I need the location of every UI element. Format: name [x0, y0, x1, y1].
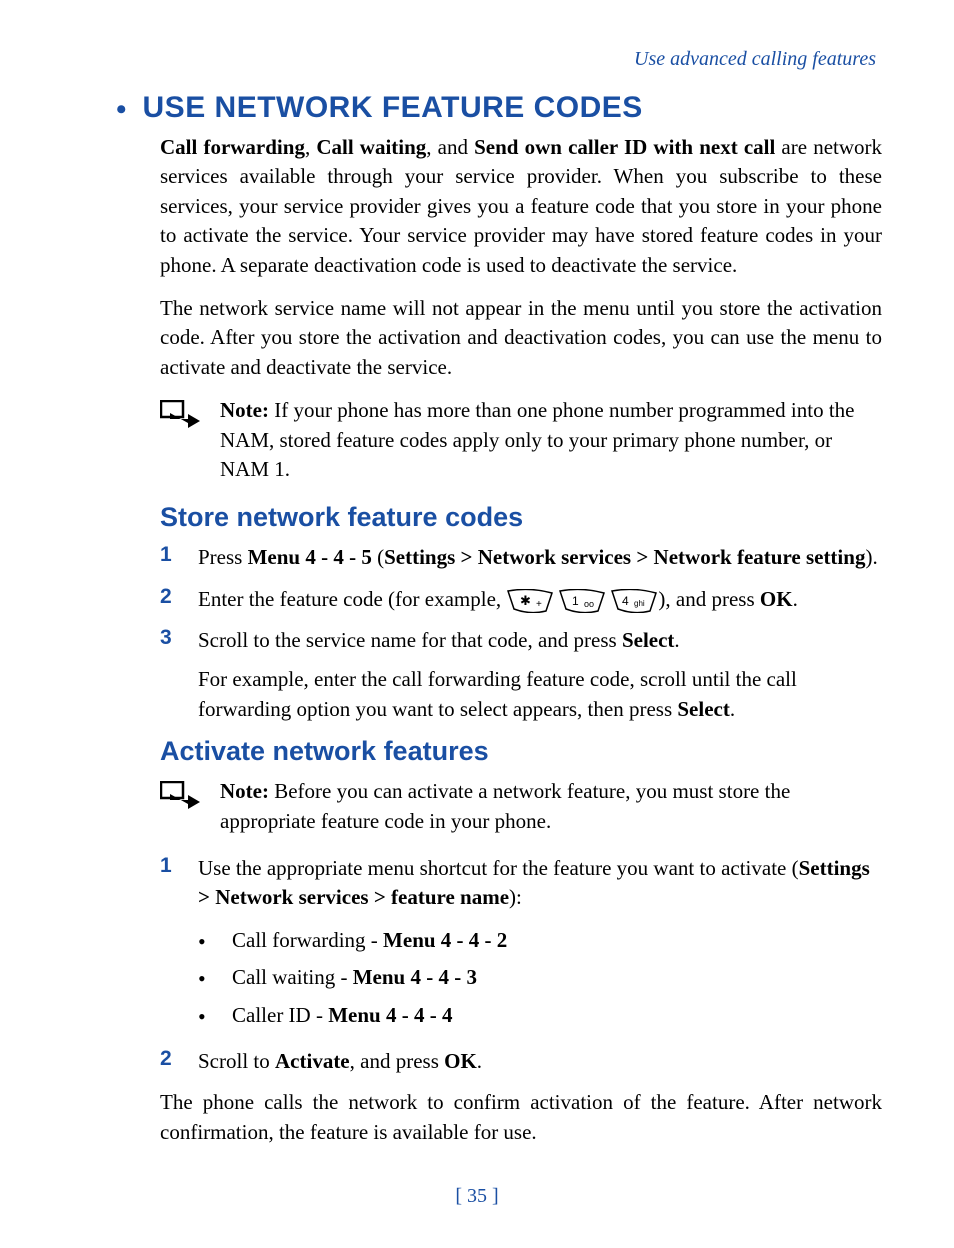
note-block-1: Note: If your phone has more than one ph…: [160, 396, 882, 484]
step-number: 1: [160, 854, 176, 878]
note-arrow-icon: [160, 781, 202, 811]
bullet-call-forwarding: Call forwarding - Menu 4 - 4 - 2: [198, 923, 882, 960]
note-arrow-icon: [160, 400, 202, 430]
closing-paragraph: The phone calls the network to confirm a…: [160, 1088, 882, 1147]
step-body: Enter the feature code (for example, ✱+ …: [198, 585, 882, 614]
note-text-2: Note: Before you can activate a network …: [220, 777, 882, 836]
store-step-1: 1 Press Menu 4 - 4 - 5 (Settings > Netwo…: [160, 543, 882, 572]
bold-call-waiting: Call waiting: [316, 135, 426, 159]
activate-step-2: 2 Scroll to Activate, and press OK.: [160, 1047, 882, 1076]
note-block-2: Note: Before you can activate a network …: [160, 777, 882, 836]
step-body: Scroll to the service name for that code…: [198, 626, 882, 724]
svg-text:4: 4: [622, 594, 629, 608]
step-number: 3: [160, 626, 176, 650]
step-body: Press Menu 4 - 4 - 5 (Settings > Network…: [198, 543, 882, 572]
key-star-icon: ✱+: [506, 589, 554, 613]
step-number: 2: [160, 585, 176, 609]
store-step-2: 2 Enter the feature code (for example, ✱…: [160, 585, 882, 614]
bullet-call-waiting: Call waiting - Menu 4 - 4 - 3: [198, 960, 882, 997]
activate-heading: Activate network features: [160, 736, 882, 767]
step-number: 1: [160, 543, 176, 567]
step-body: Scroll to Activate, and press OK.: [198, 1047, 882, 1076]
activate-step-1: 1 Use the appropriate menu shortcut for …: [160, 854, 882, 1035]
key-1-icon: 1 oo: [558, 589, 606, 613]
svg-text:+: +: [536, 599, 542, 610]
store-list: 1 Press Menu 4 - 4 - 5 (Settings > Netwo…: [160, 543, 882, 724]
section-heading: USE NETWORK FEATURE CODES: [143, 91, 643, 125]
section-heading-row: • USE NETWORK FEATURE CODES: [116, 91, 882, 125]
step-number: 2: [160, 1047, 176, 1071]
step-body: Use the appropriate menu shortcut for th…: [198, 854, 882, 1035]
phone-keys: ✱+ 1oo 4ghi: [506, 589, 658, 613]
running-header: Use advanced calling features: [120, 48, 882, 71]
svg-text:oo: oo: [584, 599, 594, 609]
store-step-3: 3 Scroll to the service name for that co…: [160, 626, 882, 724]
bullet-caller-id: Caller ID - Menu 4 - 4 - 4: [198, 998, 882, 1035]
heading-bullet: •: [116, 95, 127, 125]
feature-bullets: Call forwarding - Menu 4 - 4 - 2 Call wa…: [198, 923, 882, 1035]
bold-call-forwarding: Call forwarding: [160, 135, 305, 159]
svg-text:ghi: ghi: [634, 599, 645, 608]
activate-list: 1 Use the appropriate menu shortcut for …: [160, 854, 882, 1076]
svg-text:1: 1: [572, 594, 579, 608]
svg-text:✱: ✱: [520, 593, 531, 608]
store-heading: Store network feature codes: [160, 502, 882, 533]
intro-paragraph-2: The network service name will not appear…: [160, 294, 882, 382]
note-text-1: Note: If your phone has more than one ph…: [220, 396, 882, 484]
intro-paragraph-1: Call forwarding, Call waiting, and Send …: [160, 133, 882, 280]
bold-caller-id: Send own caller ID with next call: [474, 135, 775, 159]
key-4-icon: 4 ghi: [610, 589, 658, 613]
page-number: [ 35 ]: [0, 1185, 954, 1208]
